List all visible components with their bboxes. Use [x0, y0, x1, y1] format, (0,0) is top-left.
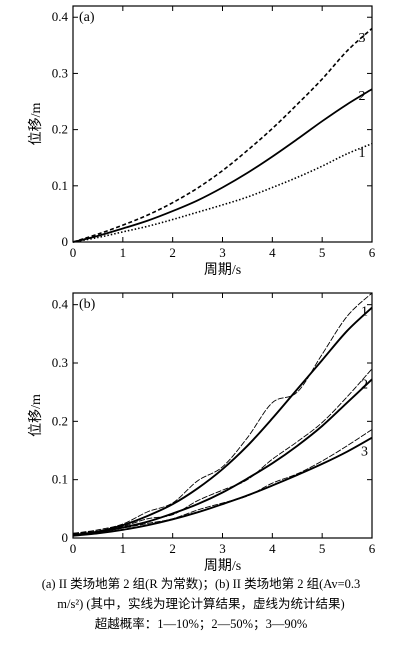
- y-tick-label: 0: [62, 530, 69, 545]
- x-tick-label: 3: [219, 541, 226, 556]
- caption-line-1: (a) II 类场地第 2 组(R 为常数)；(b) II 类场地第 2 组(A…: [41, 577, 361, 591]
- curve-label-1: 1: [361, 305, 368, 320]
- series-3-solid-line: [72, 436, 373, 537]
- series-3-dashed-line: [72, 429, 373, 535]
- series-1-dotted-line: [72, 142, 373, 243]
- y-tick-label: 0.2: [52, 413, 68, 428]
- curve-label-3: 3: [359, 31, 366, 46]
- x-axis-label: 周期/s: [204, 262, 241, 278]
- x-tick-label: 0: [70, 245, 77, 260]
- curve-label-1: 1: [359, 146, 366, 161]
- x-axis-label: 周期/s: [204, 558, 241, 574]
- y-tick-label: 0.3: [52, 65, 68, 80]
- x-tick-label: 0: [70, 541, 77, 556]
- series-1-dashed-line: [72, 292, 373, 534]
- plot-frame: [72, 5, 373, 243]
- caption-line-2: m/s²) (其中，实线为理论计算结果，虚线为统计结果): [57, 597, 345, 611]
- series-2-solid-line: [72, 88, 373, 243]
- x-tick-label: 5: [319, 245, 326, 260]
- curve-label-3: 3: [361, 445, 368, 460]
- series-1-solid-line: [72, 306, 373, 537]
- x-tick-label: 1: [120, 245, 127, 260]
- x-tick-label: 4: [269, 541, 276, 556]
- x-tick-label: 6: [369, 245, 376, 260]
- y-tick-label: 0.1: [52, 178, 68, 193]
- figure: 0 1 2 3 4 5 6 0 0.1 0.2 0.3 0.4 (a) 周期/s 位移/m 1 2 3 0 1 2 3 4 5…: [28, 5, 376, 574]
- chart-panel-a: 0 1 2 3 4 5 6 0 0.1 0.2 0.3 0.4 (a) 周期/s 位移/m 1 2 3: [28, 5, 376, 278]
- x-tick-label: 4: [269, 245, 276, 260]
- y-tick-label: 0.1: [52, 472, 68, 487]
- x-tick-label: 3: [219, 245, 226, 260]
- series-2-solid-line: [72, 378, 373, 537]
- y-axis-label: 位移/m: [28, 394, 44, 437]
- x-tick-label: 2: [169, 541, 176, 556]
- figure-caption: (a) II 类场地第 2 组(R 为常数)；(b) II 类场地第 2 组(A…: [0, 574, 402, 634]
- y-tick-label: 0: [62, 234, 69, 249]
- plot-frame: [72, 292, 373, 539]
- x-tick-label: 6: [369, 541, 376, 556]
- curve-label-2: 2: [361, 377, 368, 392]
- panel-label: (b): [79, 297, 96, 312]
- y-axis-label: 位移/m: [28, 103, 44, 146]
- caption-line-3: 超越概率：1—10%；2—50%；3—90%: [94, 617, 308, 631]
- y-tick-label: 0.4: [52, 297, 69, 312]
- x-tick-label: 1: [120, 541, 127, 556]
- panel-label: (a): [79, 10, 95, 25]
- y-tick-label: 0.4: [52, 9, 69, 24]
- chart-panel-b: 0 1 2 3 4 5 6 0 0.1 0.2 0.3 0.4 (b) 周期/s 位移/m 1 2 3: [28, 292, 376, 574]
- series-2-dashed-line: [72, 368, 373, 534]
- series-3-dashed-line: [72, 27, 373, 243]
- x-tick-label: 2: [169, 245, 176, 260]
- x-tick-label: 5: [319, 541, 326, 556]
- y-tick-label: 0.3: [52, 355, 68, 370]
- curve-label-2: 2: [359, 89, 366, 104]
- y-tick-label: 0.2: [52, 122, 68, 137]
